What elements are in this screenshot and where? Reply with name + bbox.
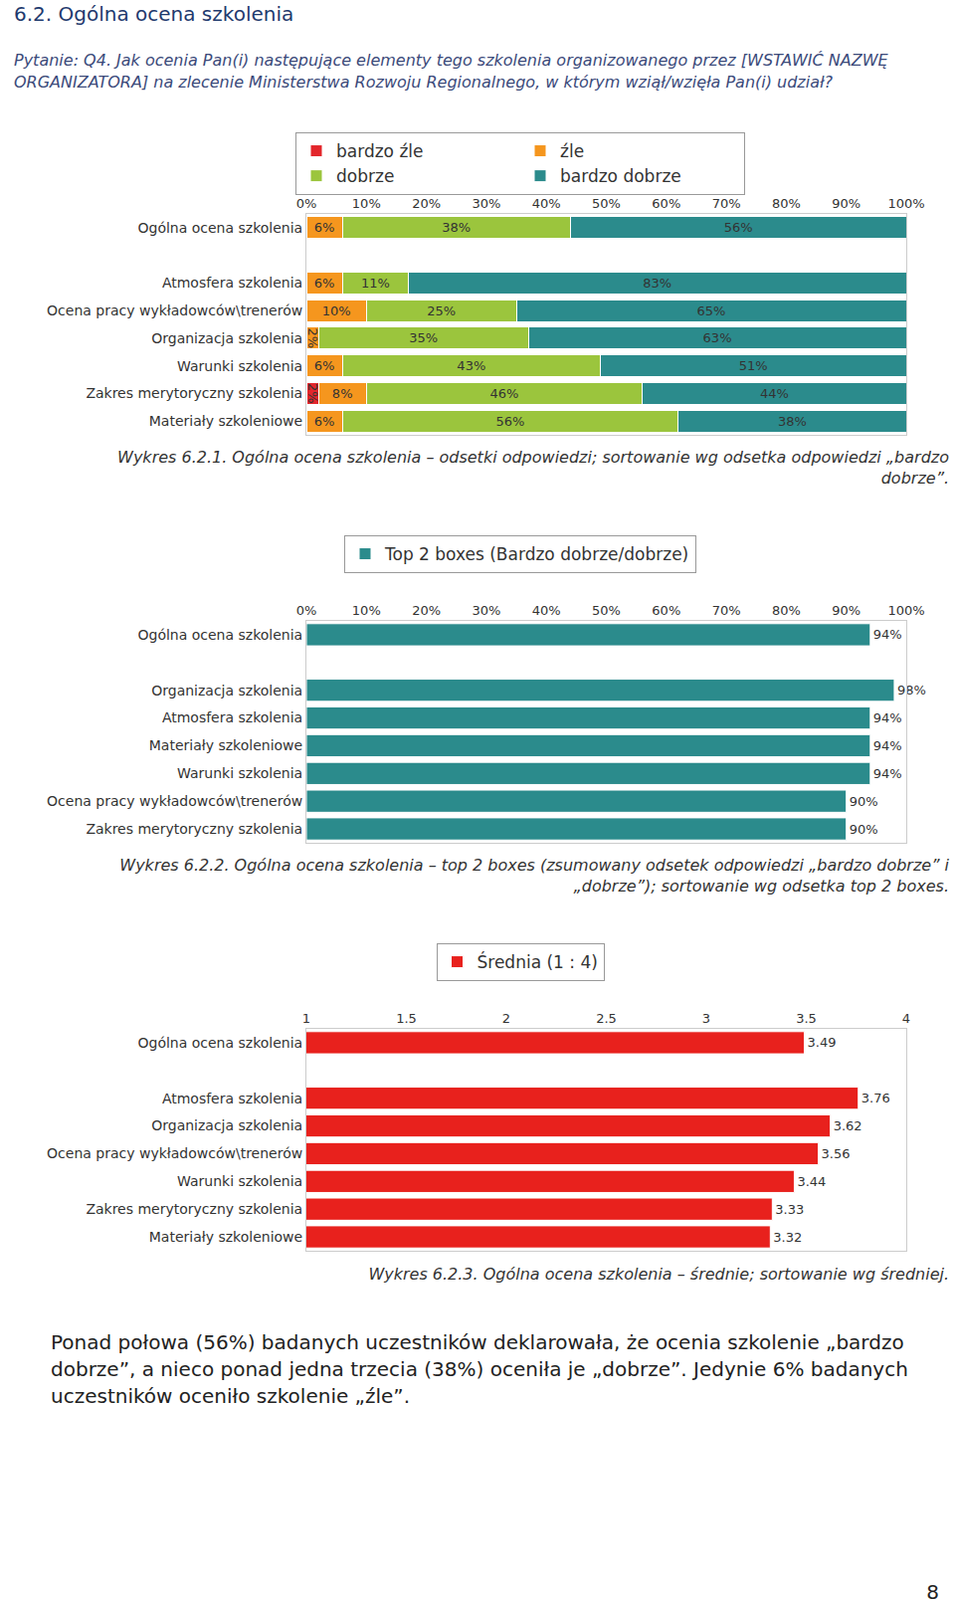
svg-text:Ogólna ocena szkolenia: Ogólna ocena szkolenia bbox=[137, 1034, 303, 1051]
svg-text:3.5: 3.5 bbox=[795, 1010, 817, 1026]
svg-text:65%: 65% bbox=[697, 303, 727, 319]
svg-text:3.62: 3.62 bbox=[833, 1118, 863, 1134]
svg-text:6%: 6% bbox=[314, 358, 336, 374]
svg-text:Ocena pracy wykładowców\trener: Ocena pracy wykładowców\trenerów bbox=[46, 792, 303, 809]
svg-text:3.56: 3.56 bbox=[821, 1146, 851, 1161]
svg-text:98%: 98% bbox=[897, 682, 927, 698]
svg-text:94%: 94% bbox=[873, 710, 903, 726]
svg-text:Zakres merytoryczny szkolenia: Zakres merytoryczny szkolenia bbox=[85, 384, 303, 401]
svg-text:4: 4 bbox=[902, 1010, 911, 1026]
svg-text:2%: 2% bbox=[305, 328, 321, 350]
svg-text:38%: 38% bbox=[441, 219, 471, 235]
svg-text:43%: 43% bbox=[456, 358, 486, 374]
svg-text:Organizacja szkolenia: Organizacja szkolenia bbox=[151, 682, 303, 699]
svg-text:20%: 20% bbox=[411, 602, 441, 618]
svg-text:83%: 83% bbox=[642, 275, 672, 291]
svg-text:Atmosfera szkolenia: Atmosfera szkolenia bbox=[162, 1090, 303, 1107]
svg-text:46%: 46% bbox=[490, 385, 520, 401]
svg-text:10%: 10% bbox=[352, 602, 382, 618]
svg-text:80%: 80% bbox=[771, 602, 801, 618]
svg-text:38%: 38% bbox=[777, 413, 807, 429]
svg-text:0%: 0% bbox=[296, 195, 318, 211]
svg-text:70%: 70% bbox=[712, 195, 742, 211]
svg-text:Ogólna ocena szkolenia: Ogólna ocena szkolenia bbox=[137, 626, 303, 643]
svg-text:90%: 90% bbox=[849, 821, 879, 837]
svg-text:50%: 50% bbox=[591, 195, 621, 211]
html-text:Pytanie: Q4. Jak ocenia Pan(i): Pytanie: Q4. Jak ocenia Pan(i) następują… bbox=[13, 50, 888, 92]
svg-text:2%: 2% bbox=[305, 382, 321, 404]
svg-text:3.49: 3.49 bbox=[806, 1034, 836, 1050]
svg-text:3.76: 3.76 bbox=[861, 1090, 891, 1106]
svg-text:3.33: 3.33 bbox=[774, 1201, 804, 1217]
svg-text:94%: 94% bbox=[873, 738, 903, 754]
html-text:6.2. Ogólna ocena szkolenia: 6.2. Ogólna ocena szkolenia bbox=[13, 1, 294, 26]
svg-text:11%: 11% bbox=[361, 275, 390, 291]
svg-text:20%: 20% bbox=[411, 195, 441, 211]
svg-text:90%: 90% bbox=[849, 793, 879, 809]
svg-text:6%: 6% bbox=[314, 219, 336, 235]
svg-text:Organizacja szkolenia: Organizacja szkolenia bbox=[151, 330, 303, 347]
svg-text:40%: 40% bbox=[532, 195, 562, 211]
svg-text:100%: 100% bbox=[887, 602, 925, 618]
html-text:Ponad połowa (56%) badanych uc: Ponad połowa (56%) badanych uczestników … bbox=[50, 1330, 909, 1408]
svg-text:44%: 44% bbox=[760, 385, 789, 401]
svg-text:60%: 60% bbox=[651, 602, 681, 618]
svg-text:56%: 56% bbox=[496, 413, 526, 429]
svg-text:30%: 30% bbox=[471, 195, 501, 211]
svg-text:Warunki szkolenia: Warunki szkolenia bbox=[177, 764, 303, 781]
svg-text:30%: 30% bbox=[471, 602, 501, 618]
svg-text:10%: 10% bbox=[322, 303, 352, 319]
svg-text:10%: 10% bbox=[352, 195, 382, 211]
svg-text:Ocena pracy wykładowców\trener: Ocena pracy wykładowców\trenerów bbox=[46, 302, 303, 319]
svg-text:90%: 90% bbox=[831, 195, 861, 211]
svg-text:dobrze: dobrze bbox=[336, 166, 394, 187]
svg-text:bardzo dobrze: bardzo dobrze bbox=[560, 166, 682, 187]
svg-text:8%: 8% bbox=[332, 385, 354, 401]
svg-text:40%: 40% bbox=[532, 602, 562, 618]
svg-text:94%: 94% bbox=[873, 765, 903, 781]
svg-text:Zakres merytoryczny szkolenia: Zakres merytoryczny szkolenia bbox=[85, 1200, 303, 1217]
svg-text:51%: 51% bbox=[739, 358, 768, 374]
svg-text:80%: 80% bbox=[771, 195, 801, 211]
svg-text:94%: 94% bbox=[873, 626, 903, 642]
svg-text:Ogólna ocena szkolenia: Ogólna ocena szkolenia bbox=[137, 219, 303, 236]
svg-text:6%: 6% bbox=[314, 275, 336, 291]
svg-text:50%: 50% bbox=[591, 602, 621, 618]
svg-text:Zakres merytoryczny szkolenia: Zakres merytoryczny szkolenia bbox=[85, 820, 303, 837]
html-text:Wykres 6.2.3. Ogólna ocena szk: Wykres 6.2.3. Ogólna ocena szkolenia – ś… bbox=[368, 1264, 950, 1284]
svg-text:Materiały szkoleniowe: Materiały szkoleniowe bbox=[149, 412, 303, 429]
svg-text:Średnia (1 : 4): Średnia (1 : 4) bbox=[477, 951, 598, 972]
svg-text:56%: 56% bbox=[724, 219, 754, 235]
html-text:Wykres 6.2.2. Ogólna ocena szk: Wykres 6.2.2. Ogólna ocena szkolenia – t… bbox=[119, 855, 950, 896]
svg-text:3.32: 3.32 bbox=[772, 1229, 802, 1245]
svg-text:90%: 90% bbox=[831, 602, 861, 618]
svg-text:Materiały szkoleniowe: Materiały szkoleniowe bbox=[149, 737, 303, 754]
svg-text:Materiały szkoleniowe: Materiały szkoleniowe bbox=[149, 1228, 303, 1245]
svg-text:70%: 70% bbox=[712, 602, 742, 618]
svg-text:1: 1 bbox=[302, 1010, 311, 1026]
svg-text:Atmosfera szkolenia: Atmosfera szkolenia bbox=[162, 274, 303, 291]
svg-text:Top 2 boxes (Bardzo dobrze/dob: Top 2 boxes (Bardzo dobrze/dobrze) bbox=[383, 544, 689, 565]
svg-text:6%: 6% bbox=[314, 413, 336, 429]
svg-text:Atmosfera szkolenia: Atmosfera szkolenia bbox=[162, 709, 303, 726]
svg-text:Ocena pracy wykładowców\trener: Ocena pracy wykładowców\trenerów bbox=[46, 1145, 303, 1161]
svg-text:63%: 63% bbox=[703, 330, 733, 346]
svg-text:bardzo źle: bardzo źle bbox=[336, 141, 424, 162]
svg-text:Warunki szkolenia: Warunki szkolenia bbox=[177, 1172, 303, 1189]
svg-text:35%: 35% bbox=[408, 330, 438, 346]
svg-text:2.5: 2.5 bbox=[595, 1010, 617, 1026]
svg-text:Organizacja szkolenia: Organizacja szkolenia bbox=[151, 1117, 303, 1134]
html-text:Wykres 6.2.1. Ogólna ocena szk: Wykres 6.2.1. Ogólna ocena szkolenia – o… bbox=[117, 447, 950, 488]
svg-text:Warunki szkolenia: Warunki szkolenia bbox=[177, 358, 303, 375]
svg-text:3.44: 3.44 bbox=[796, 1173, 826, 1189]
svg-text:100%: 100% bbox=[887, 195, 925, 211]
svg-text:źle: źle bbox=[560, 141, 584, 162]
svg-text:3: 3 bbox=[702, 1010, 711, 1026]
svg-text:25%: 25% bbox=[426, 303, 456, 319]
svg-text:0%: 0% bbox=[296, 602, 318, 618]
svg-text:1.5: 1.5 bbox=[395, 1010, 417, 1026]
svg-text:60%: 60% bbox=[651, 195, 681, 211]
svg-text:2: 2 bbox=[502, 1010, 511, 1026]
